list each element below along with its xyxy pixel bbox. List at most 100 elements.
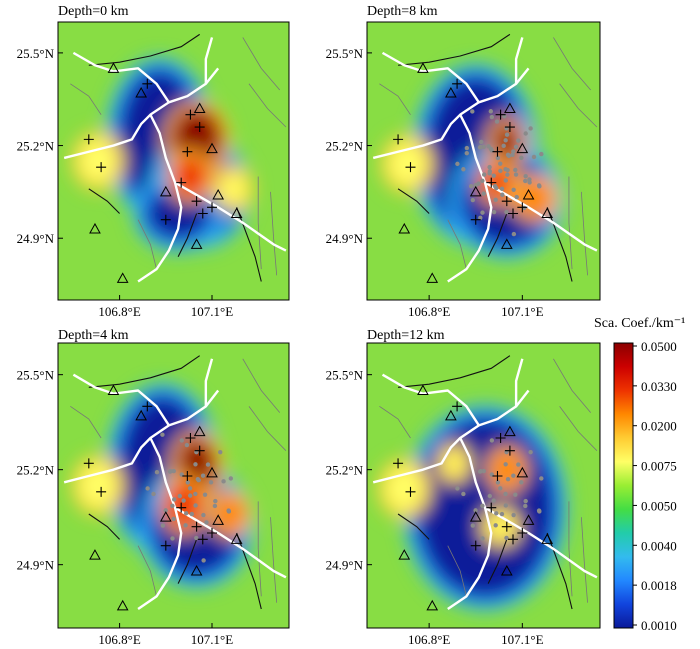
earthquake-event [228,476,234,481]
earthquake-event [539,476,544,481]
colorbar-gradient [613,342,634,629]
x-tick-label: 106.8°E [408,632,450,647]
earthquake-event [486,144,491,149]
station-cross [517,528,528,538]
fault-line [398,33,511,66]
earthquake-event [489,114,495,120]
earthquake-event [170,503,175,508]
earthquake-event [470,109,475,114]
earthquake-event [470,523,476,528]
station-cross [96,162,107,173]
minor-fault [447,219,467,270]
earthquake-event [505,167,510,173]
station-triangle [230,207,243,219]
station-triangle [212,514,225,525]
earthquake-event [511,149,516,154]
x-tick-label: 106.8°E [98,304,140,319]
minor-fault [559,83,598,128]
earthquake-event [145,486,150,491]
earthquake-event [193,503,198,508]
station-cross [486,177,497,188]
earthquake-event [470,197,476,203]
earthquake-event [492,184,498,189]
earthquake-event [498,168,503,174]
station-cross [83,134,94,145]
station-cross [207,202,217,213]
earthquake-event [201,512,206,518]
station-triangle [190,564,203,576]
earthquake-event [511,187,516,192]
fault-line [487,539,508,584]
earthquake-event [481,144,486,150]
y-tick-label: 25.5°N [326,368,364,383]
scattering-anomaly [175,157,206,195]
x-tick-label: 106.8°E [408,304,450,319]
station-cross [452,401,463,412]
station-triangle [159,185,172,197]
earthquake-event [455,486,460,491]
earthquake-event [171,516,176,522]
colorbar-tick-label: 0.0050 [641,498,677,513]
panel-title: Depth=4 km [58,328,129,343]
river-line [204,358,214,407]
x-tick-label: 107.1°E [191,632,233,647]
river-line [63,389,220,484]
earthquake-event [516,462,521,467]
earthquake-event [194,535,199,541]
minor-fault [70,406,102,439]
heatmap-field [58,22,289,300]
station-triangle [417,384,429,395]
station-cross [492,146,503,157]
earthquake-event [200,473,206,478]
station-triangle [541,207,554,219]
panel-depth-8km: Depth=8 km 25.5°N 25.2°N 24.9°N 106.8°E 107.1… [326,4,601,319]
station-cross [405,162,416,173]
minor-fault [447,545,467,597]
scattering-anomaly [218,498,243,530]
earthquake-event [493,523,498,528]
earthquake-event [503,138,508,143]
earthquake-event [487,164,492,170]
station-cross [197,208,208,219]
panel-title: Depth=8 km [367,4,438,19]
minor-fault [70,83,102,115]
station-cross [185,433,196,443]
fault-line [546,207,573,282]
earthquake-event [154,469,160,475]
earthquake-event [527,180,532,185]
earthquake-event [513,144,519,149]
station-cross [160,540,171,551]
earthquake-event [505,172,510,177]
earthquake-event [184,442,190,448]
y-tick-label: 24.9°N [17,231,55,246]
river-line [63,67,220,160]
station-triangle [159,511,172,522]
earthquake-event [498,161,503,166]
earthquake-event [513,172,519,177]
minor-fault [553,358,591,413]
earthquake-event [499,186,505,192]
earthquake-event [202,492,208,497]
earthquake-event [493,197,498,203]
station-triangle [500,238,513,249]
earthquake-event [218,449,223,455]
earthquake-event [160,523,166,528]
scattering-anomaly [444,450,464,477]
fault-line [88,188,120,214]
minor-fault [580,517,588,603]
earthquake-event [480,210,485,215]
station-triangle [206,466,218,478]
panel-depth-4km: Depth=4 km 25.5°N 25.2°N 24.9°N 106.8°E 107.1… [17,328,290,647]
earthquake-event [506,153,512,159]
y-tick-label: 25.2°N [17,463,55,478]
station-cross [142,78,153,89]
earthquake-event [488,109,494,114]
earthquake-event [495,155,501,161]
earthquake-event [212,503,218,509]
fault-line [487,213,508,258]
scattering-anomaly [79,139,117,183]
earthquake-event [213,498,218,504]
station-triangle [116,272,129,283]
earthquake-event [504,209,509,215]
fault-line [177,213,198,258]
